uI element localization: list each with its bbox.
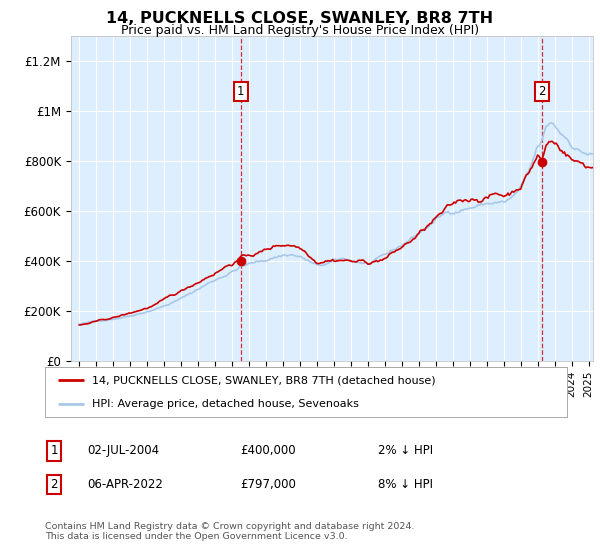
Text: 2% ↓ HPI: 2% ↓ HPI (378, 444, 433, 458)
Text: 14, PUCKNELLS CLOSE, SWANLEY, BR8 7TH: 14, PUCKNELLS CLOSE, SWANLEY, BR8 7TH (106, 11, 494, 26)
Text: HPI: Average price, detached house, Sevenoaks: HPI: Average price, detached house, Seve… (92, 399, 359, 409)
Text: 1: 1 (50, 444, 58, 458)
Text: 06-APR-2022: 06-APR-2022 (87, 478, 163, 491)
Text: £797,000: £797,000 (240, 478, 296, 491)
Text: £400,000: £400,000 (240, 444, 296, 458)
Text: 8% ↓ HPI: 8% ↓ HPI (378, 478, 433, 491)
Text: 1: 1 (237, 85, 244, 98)
Text: Contains HM Land Registry data © Crown copyright and database right 2024.
This d: Contains HM Land Registry data © Crown c… (45, 522, 415, 542)
Text: 14, PUCKNELLS CLOSE, SWANLEY, BR8 7TH (detached house): 14, PUCKNELLS CLOSE, SWANLEY, BR8 7TH (d… (92, 375, 436, 385)
Text: 2: 2 (538, 85, 545, 98)
Text: 2: 2 (50, 478, 58, 491)
Text: 02-JUL-2004: 02-JUL-2004 (87, 444, 159, 458)
Text: Price paid vs. HM Land Registry's House Price Index (HPI): Price paid vs. HM Land Registry's House … (121, 24, 479, 37)
